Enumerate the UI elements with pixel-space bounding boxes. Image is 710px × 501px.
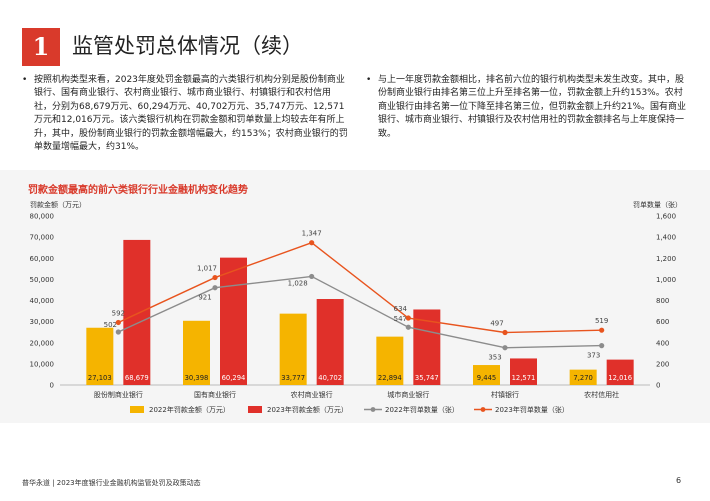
legend-label: 2023年罚款金额（万元） (267, 405, 348, 414)
bar-data-label: 33,777 (281, 374, 305, 382)
line-data-label: 634 (394, 305, 408, 313)
bar-2023 (316, 299, 344, 385)
y2-tick-label: 1,400 (656, 234, 676, 242)
bar-2022 (473, 365, 500, 385)
line-point (599, 327, 605, 333)
y2-tick-label: 1,000 (656, 276, 676, 284)
bar-2022 (183, 320, 210, 385)
bar-2022 (279, 313, 307, 385)
y-tick-label: 60,000 (30, 255, 55, 263)
y2-tick-label: 800 (656, 297, 669, 305)
line-data-label: 502 (104, 321, 117, 329)
y2-tick-label: 400 (656, 339, 669, 347)
y-tick-label: 40,000 (30, 297, 55, 305)
line-data-label: 1,347 (302, 230, 322, 238)
line-data-label: 1,028 (288, 279, 308, 287)
section-number: 1 (22, 28, 60, 66)
bar-data-label: 12,016 (608, 374, 632, 382)
y-tick-label: 10,000 (30, 360, 55, 368)
y-tick-label: 50,000 (30, 276, 55, 284)
y2-tick-label: 200 (656, 360, 669, 368)
legend-swatch (130, 406, 144, 413)
bar-data-label: 35,747 (415, 374, 439, 382)
x-tick-label: 农村信用社 (584, 390, 619, 399)
y-tick-label: 0 (50, 382, 54, 390)
x-tick-label: 城市商业银行 (387, 390, 429, 399)
bar-2023 (123, 239, 151, 385)
y2-tick-label: 1,200 (656, 255, 676, 263)
bar-2023 (606, 359, 634, 385)
line-point (212, 274, 218, 281)
line-data-label: 921 (198, 294, 211, 302)
x-tick-label: 农村商业银行 (291, 390, 333, 399)
y-tick-label: 30,000 (30, 318, 55, 326)
line-data-label: 547 (394, 315, 407, 323)
bar-data-label: 27,103 (88, 374, 112, 382)
y-tick-label: 20,000 (30, 339, 55, 347)
bar-2022 (569, 369, 597, 385)
series-line-2022 (118, 275, 602, 349)
line-point (502, 329, 508, 336)
line-data-label: 373 (587, 352, 600, 360)
y-tick-label: 80,000 (30, 213, 55, 221)
bar-2022 (86, 327, 114, 385)
left-text-column: 按照机构类型来看，2023年度处罚金额最高的六类银行机构分别是股份制商业银行、国… (22, 74, 348, 154)
line-point (599, 343, 605, 349)
y2-tick-label: 0 (656, 382, 660, 390)
line-point (405, 324, 411, 330)
bar-data-label: 40,702 (318, 374, 342, 382)
bar-data-label: 30,398 (185, 374, 209, 382)
legend-swatch-dot (480, 407, 486, 412)
series-line-2023 (118, 241, 602, 334)
line-point (405, 315, 411, 321)
x-tick-label: 村镇银行 (491, 390, 519, 399)
y2-tick-label: 1,600 (656, 213, 676, 221)
line-data-label: 1,017 (197, 265, 217, 273)
legend-label: 2023年罚单数量（张） (495, 405, 569, 414)
bar-2022 (376, 336, 404, 385)
line-data-label: 497 (490, 320, 503, 328)
bar-data-label: 7,270 (573, 374, 592, 382)
line-data-label: 592 (112, 309, 125, 317)
page-title: 监管处罚总体情况（续） (72, 34, 303, 58)
line-data-label: 353 (488, 354, 501, 362)
bar-data-label: 9,445 (477, 374, 496, 382)
legend-label: 2022年罚单数量（张） (385, 405, 459, 414)
legend-swatch-dot (370, 407, 376, 412)
y-axis-label: 罚款金额（万元） (30, 200, 86, 209)
footer-text: 普华永道 | 2023年度银行业金融机构监管处罚及政策动态 (22, 479, 201, 487)
left-bullet-paragraph: 按照机构类型来看，2023年度处罚金额最高的六类银行机构分别是股份制商业银行、国… (22, 74, 348, 154)
bar-data-label: 12,571 (512, 374, 536, 382)
line-point (502, 345, 508, 351)
line-data-label: 519 (595, 317, 608, 325)
bar-2023 (220, 257, 247, 385)
right-bullet-paragraph: 与上一年度罚款金额相比，排名前六位的银行机构类型未发生改变。其中，股份制商业银行… (366, 74, 688, 141)
x-tick-label: 国有商业银行 (194, 390, 236, 399)
bar-data-label: 60,294 (222, 374, 246, 382)
bar-data-label: 22,894 (378, 374, 402, 382)
y-tick-label: 70,000 (30, 234, 55, 242)
legend-swatch (248, 406, 262, 413)
line-point (309, 273, 315, 280)
line-point (212, 285, 218, 291)
chart-title: 罚款金额最高的前六类银行行业金融机构变化趋势 (28, 185, 248, 196)
bar-data-label: 68,679 (125, 374, 149, 382)
y2-tick-label: 600 (656, 318, 669, 326)
line-point (309, 240, 315, 246)
y2-axis-label: 罚单数量（张） (633, 200, 682, 209)
line-point (115, 329, 121, 335)
page-number: 6 (676, 476, 682, 485)
x-tick-label: 股份制商业银行 (94, 390, 143, 399)
legend-label: 2022年罚款金额（万元） (149, 405, 230, 414)
bar-2023 (510, 358, 537, 385)
right-text-column: 与上一年度罚款金额相比，排名前六位的银行机构类型未发生改变。其中，股份制商业银行… (366, 74, 688, 141)
line-point (115, 319, 121, 326)
